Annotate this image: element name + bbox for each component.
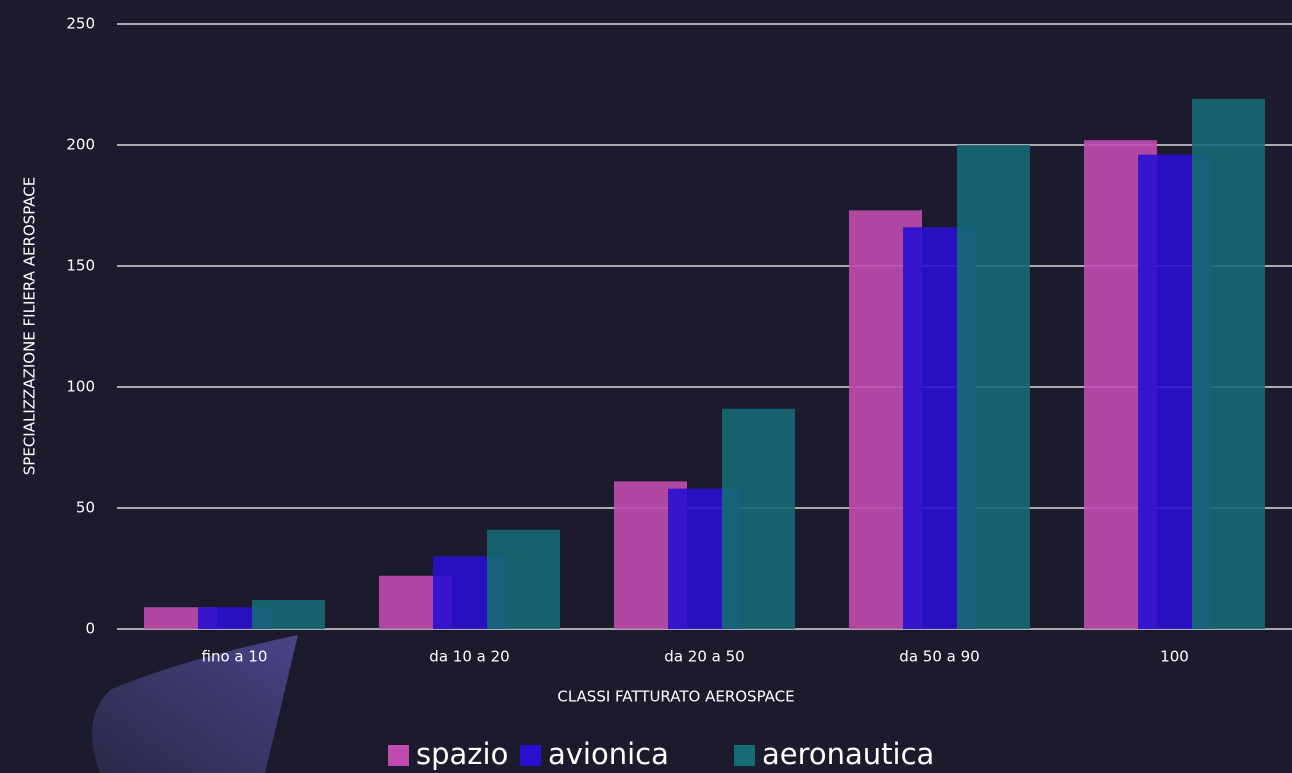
legend-swatch (388, 745, 409, 766)
legend-label: spazio (416, 737, 508, 771)
bar (1192, 99, 1265, 629)
legend-label: aeronautica (762, 737, 934, 771)
legend-label: avionica (548, 737, 669, 771)
x-tick-label: 100 (1160, 648, 1189, 666)
y-tick-label: 150 (66, 257, 95, 275)
x-tick-label: fino a 10 (202, 648, 268, 666)
bar (487, 530, 560, 629)
x-axis-title: CLASSI FATTURATO AEROSPACE (557, 688, 794, 706)
y-tick-label: 200 (66, 136, 95, 154)
legend-swatch (520, 745, 541, 766)
y-tick-label: 50 (76, 499, 95, 517)
y-tick-label: 100 (66, 378, 95, 396)
x-tick-label: da 10 a 20 (429, 648, 509, 666)
y-tick-label: 0 (85, 620, 95, 638)
bar (722, 409, 795, 629)
y-tick-label: 250 (66, 15, 95, 33)
x-tick-label: da 50 a 90 (899, 648, 979, 666)
bar (957, 145, 1030, 629)
x-tick-label: da 20 a 50 (664, 648, 744, 666)
chart: SPECIALIZZAZIONE FILIERA AEROSPACE CLASS… (0, 0, 1292, 773)
legend: spazio avionica aeronautica (388, 737, 934, 771)
y-axis-title: SPECIALIZZAZIONE FILIERA AEROSPACE (21, 177, 39, 475)
bar (252, 600, 325, 629)
legend-swatch (734, 745, 755, 766)
